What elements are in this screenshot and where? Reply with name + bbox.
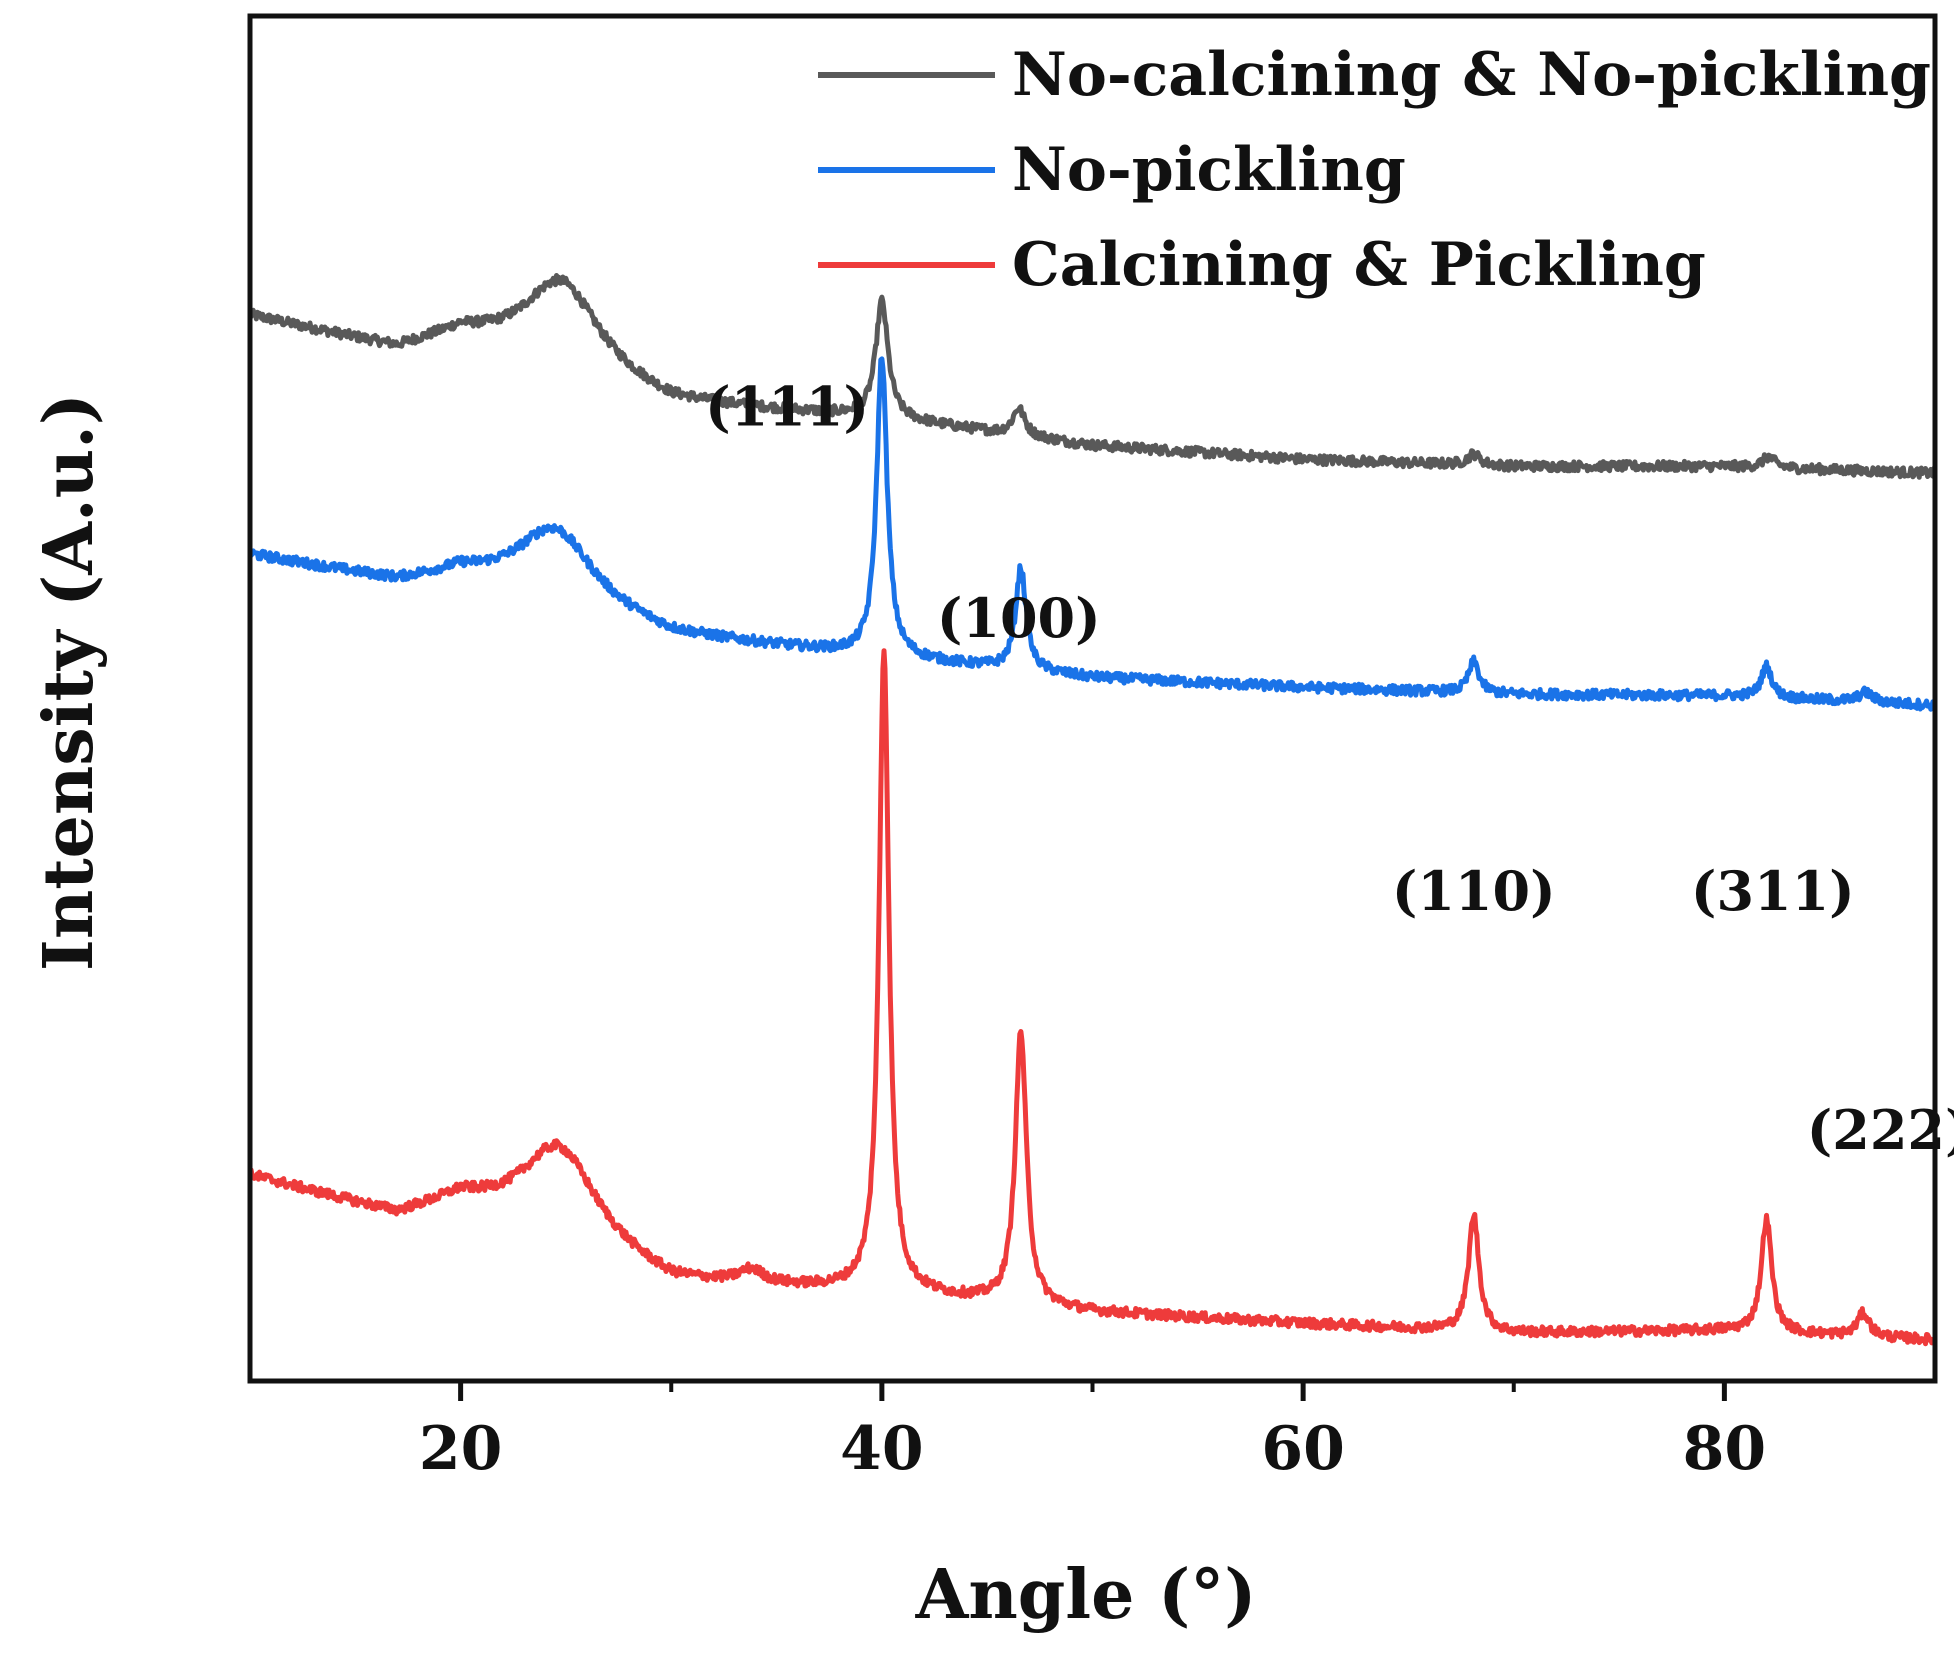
series-layer	[250, 273, 1935, 1347]
peak-label: (311)	[1691, 859, 1855, 923]
peak-label: (100)	[937, 586, 1101, 650]
peak-label: (222)	[1807, 1098, 1954, 1162]
x-tick-label: 40	[840, 1414, 924, 1484]
x-tick-label: 80	[1683, 1414, 1767, 1484]
axes: 20 40 60 80	[247, 13, 1938, 1484]
legend-label: No-calcining & No-pickling	[1012, 40, 1931, 110]
peak-labels: (111) (100) (110) (311) (222)	[705, 375, 1954, 1162]
x-axis-title: Angle (°)	[915, 1555, 1257, 1635]
x-tick-label: 20	[419, 1414, 503, 1484]
peak-label: (110)	[1392, 859, 1556, 923]
peak-label: (111)	[705, 375, 869, 439]
legend-label: Calcining & Pickling	[1012, 230, 1706, 300]
legend: No-calcining & No-pickling No-pickling Cal…	[818, 40, 1931, 300]
series-line-3	[250, 648, 1935, 1347]
y-axis-title: Intensity (A.u.)	[29, 393, 109, 971]
series-line-2	[250, 356, 1935, 712]
x-tick-label: 60	[1261, 1414, 1345, 1484]
legend-label: No-pickling	[1012, 135, 1406, 205]
series-line-1	[250, 273, 1935, 480]
